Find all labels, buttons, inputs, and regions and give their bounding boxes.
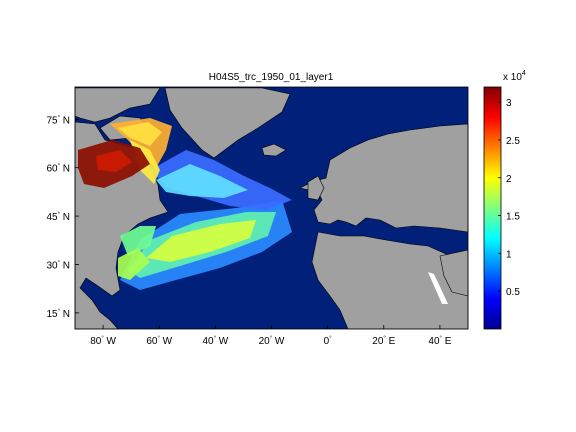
latitude-axis: 15° N 30° N 45° N 60° N 75° N [46, 115, 79, 320]
canadian-arctic-archipelago [74, 87, 161, 123]
tracer-concentration-field [78, 118, 292, 290]
tracer-patch [120, 226, 156, 256]
lon-tick-label: 60° W [146, 336, 172, 347]
lon-tick-label: 40° E [428, 336, 451, 347]
greenland [164, 87, 291, 159]
lon-tick-label: 40° W [202, 336, 228, 347]
lon-tick-label: 20° W [259, 336, 285, 347]
lon-tick-label: 0° [324, 336, 333, 347]
tracer-patch [118, 248, 150, 280]
lat-tick-label: 45° N [46, 212, 70, 223]
arabian-peninsula [439, 249, 469, 297]
colorbar-gradient [483, 86, 502, 330]
colorbar-ticks: 0.5 1 1.5 2 2.5 3 [498, 98, 520, 298]
lon-tick-label: 20° E [372, 336, 395, 347]
tracer-patch [156, 164, 248, 198]
longitude-axis: 80° W 60° W 40° W 20° W 0° 20° E 40° E [90, 325, 452, 347]
colorbar-exponent: x 104 [503, 70, 526, 83]
colorbar-tick-label: 1.5 [506, 212, 520, 223]
map-panel [74, 87, 469, 330]
europe [299, 123, 469, 233]
lat-tick-label: 15° N [46, 309, 70, 320]
colorbar-tick-label: 2 [506, 174, 512, 185]
red-sea [428, 272, 448, 304]
lat-tick-label: 30° N [46, 260, 70, 271]
colorbar-tick-label: 3 [506, 98, 512, 109]
tracer-patch [146, 220, 256, 262]
colorbar: 0.5 1 1.5 2 2.5 3 x 104 [483, 70, 526, 330]
map-title: H04S5_trc_1950_01_layer1 [209, 72, 334, 83]
tracer-patch [118, 122, 162, 146]
colorbar-tick-label: 1 [506, 249, 512, 260]
british-isles [307, 175, 325, 201]
colorbar-tick-label: 2.5 [506, 136, 520, 147]
lat-tick-label: 75° N [46, 115, 70, 126]
tracer-patch [96, 150, 132, 172]
lon-tick-label: 80° W [90, 336, 116, 347]
iceland [261, 143, 287, 157]
lat-tick-label: 60° N [46, 164, 70, 175]
colorbar-tick-label: 0.5 [506, 287, 520, 298]
